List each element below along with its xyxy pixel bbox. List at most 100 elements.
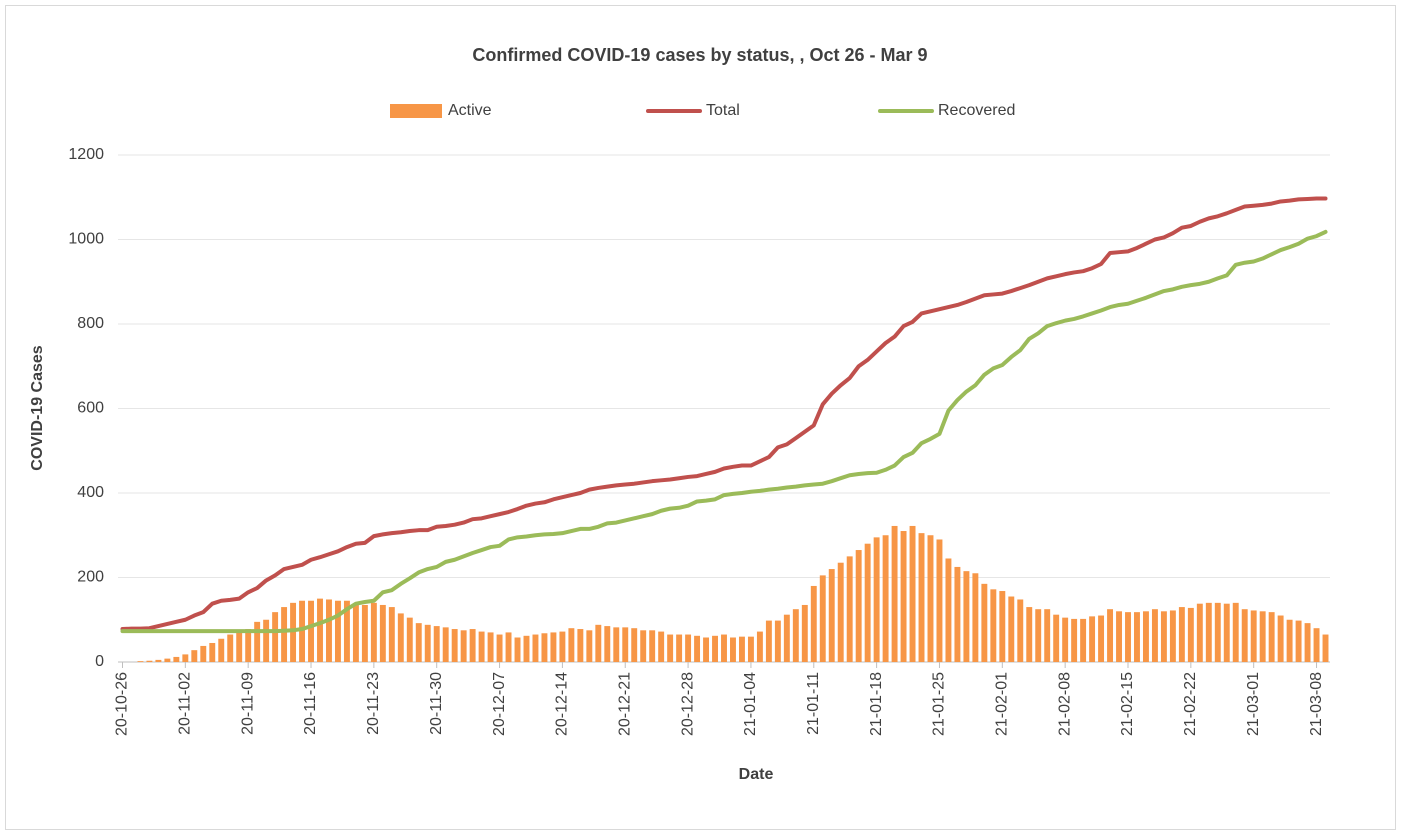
bar bbox=[200, 645, 207, 662]
bar bbox=[604, 626, 611, 662]
bar bbox=[1035, 609, 1042, 662]
bar bbox=[1178, 607, 1185, 662]
bar bbox=[236, 632, 243, 662]
x-tick-label: 21-01-25 bbox=[931, 672, 948, 736]
bar bbox=[774, 620, 781, 662]
bar bbox=[927, 535, 934, 662]
bar bbox=[1071, 618, 1078, 662]
x-tick-label: 20-12-21 bbox=[616, 672, 633, 736]
bar bbox=[254, 621, 261, 662]
bar bbox=[191, 650, 198, 662]
bar bbox=[379, 604, 386, 662]
chart-title: Confirmed COVID-19 cases by status, , Oc… bbox=[472, 45, 927, 65]
bar bbox=[209, 642, 216, 662]
bar bbox=[747, 636, 754, 662]
bar bbox=[1196, 603, 1203, 662]
bar bbox=[1089, 616, 1096, 662]
bar bbox=[864, 543, 871, 662]
bar bbox=[891, 525, 898, 662]
bar bbox=[1259, 611, 1266, 662]
bar bbox=[685, 634, 692, 662]
bar bbox=[792, 609, 799, 662]
bar bbox=[1295, 620, 1302, 662]
legend-swatch bbox=[390, 104, 442, 118]
line bbox=[120, 196, 1328, 632]
x-tick-label: 21-03-01 bbox=[1245, 672, 1262, 736]
bar bbox=[227, 634, 234, 662]
bar bbox=[406, 617, 413, 662]
bar bbox=[721, 634, 727, 662]
bar bbox=[909, 525, 916, 662]
bar bbox=[361, 604, 368, 662]
bar bbox=[1044, 609, 1051, 662]
bar bbox=[568, 628, 575, 662]
bar bbox=[837, 562, 844, 662]
bar bbox=[1017, 599, 1024, 662]
bar bbox=[487, 632, 494, 662]
bar bbox=[1116, 611, 1122, 662]
bar bbox=[900, 531, 907, 662]
x-tick-label: 20-11-02 bbox=[177, 672, 194, 735]
x-tick-label: 21-01-04 bbox=[742, 672, 759, 736]
bar bbox=[1250, 610, 1257, 662]
bar bbox=[756, 631, 763, 662]
bar bbox=[765, 620, 772, 662]
y-tick-label: 200 bbox=[77, 569, 104, 586]
bar bbox=[299, 600, 306, 662]
bar bbox=[801, 604, 808, 662]
bar bbox=[819, 575, 826, 662]
y-tick-label: 0 bbox=[95, 653, 104, 670]
bar bbox=[1053, 614, 1060, 662]
bar bbox=[999, 591, 1006, 662]
bar bbox=[155, 659, 162, 662]
y-axis-title: COVID-19 Cases bbox=[29, 345, 46, 470]
bar bbox=[1169, 610, 1176, 662]
bar bbox=[595, 624, 602, 662]
bar bbox=[1313, 628, 1320, 662]
bar bbox=[173, 656, 180, 662]
bar bbox=[1223, 603, 1230, 662]
bar bbox=[415, 623, 422, 662]
bar bbox=[828, 569, 835, 662]
bar bbox=[523, 635, 530, 662]
bar bbox=[317, 598, 323, 662]
x-tick-label: 20-12-14 bbox=[554, 672, 571, 736]
bar bbox=[873, 537, 880, 662]
bar bbox=[442, 627, 449, 662]
bar bbox=[738, 636, 745, 662]
bar bbox=[1160, 611, 1167, 662]
y-tick-label: 1000 bbox=[68, 231, 104, 248]
bar bbox=[810, 585, 817, 662]
bar bbox=[694, 635, 701, 662]
x-tick-label: 21-01-18 bbox=[868, 672, 885, 736]
bar bbox=[1098, 615, 1105, 662]
x-tick-label: 20-11-23 bbox=[365, 672, 382, 735]
bar bbox=[1268, 612, 1275, 662]
bar bbox=[550, 632, 557, 662]
bar bbox=[424, 624, 431, 662]
bar bbox=[981, 583, 988, 662]
bar bbox=[783, 614, 790, 662]
bar bbox=[460, 630, 467, 662]
bar bbox=[577, 629, 584, 662]
bar bbox=[1214, 602, 1221, 662]
x-tick-label: 21-02-08 bbox=[1056, 672, 1073, 736]
bar bbox=[146, 660, 153, 662]
bar bbox=[1026, 607, 1033, 662]
bar bbox=[730, 637, 736, 662]
line bbox=[120, 229, 1328, 634]
bar bbox=[1187, 607, 1194, 662]
bar bbox=[308, 600, 314, 662]
bar bbox=[649, 630, 656, 662]
bar bbox=[496, 634, 503, 662]
bar bbox=[846, 556, 853, 662]
bar bbox=[263, 619, 270, 662]
bar bbox=[631, 628, 638, 662]
bar bbox=[388, 607, 395, 662]
bar bbox=[1107, 609, 1114, 662]
legend-label: Total bbox=[706, 102, 740, 119]
bar bbox=[1125, 612, 1131, 662]
x-tick-label: 20-11-16 bbox=[302, 672, 319, 735]
bar bbox=[505, 632, 512, 662]
bar bbox=[1232, 602, 1239, 662]
